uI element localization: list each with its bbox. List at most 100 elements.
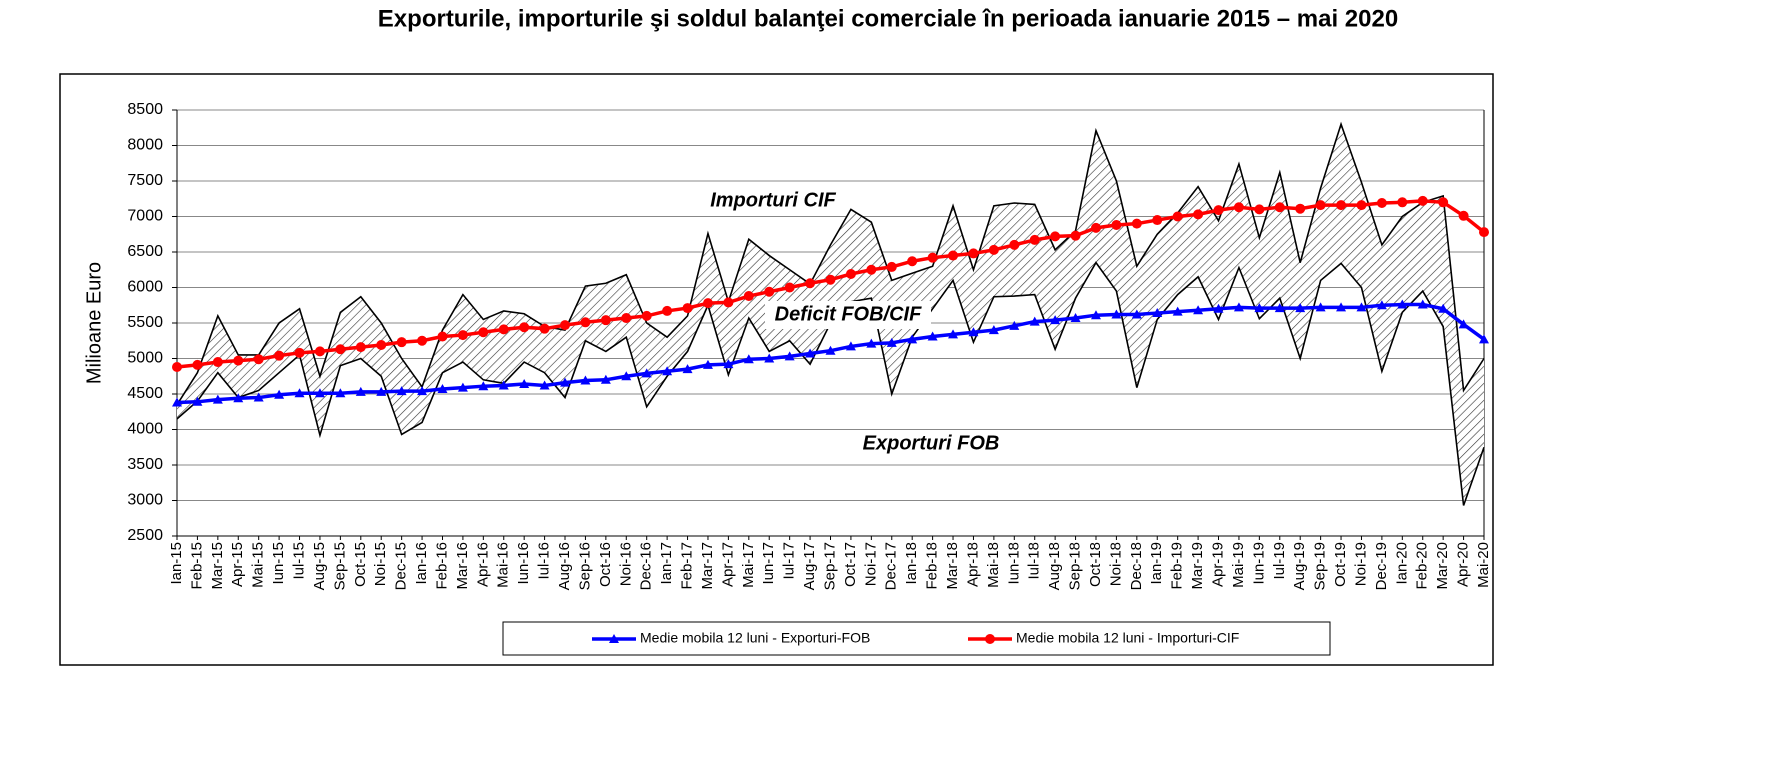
point xyxy=(1356,200,1367,211)
point xyxy=(784,282,795,293)
x-tick-label: Mai-19 xyxy=(1230,542,1247,588)
x-tick-label: Ian-20 xyxy=(1393,542,1410,585)
x-tick-label: Ian-18 xyxy=(903,542,920,585)
x-tick-label: Feb-16 xyxy=(433,542,450,590)
point xyxy=(805,278,816,289)
point xyxy=(192,359,203,370)
point xyxy=(437,384,448,394)
point xyxy=(702,298,713,309)
point xyxy=(743,354,754,364)
x-tick-label: Mai-15 xyxy=(250,542,267,588)
x-tick-label: Aug-18 xyxy=(1046,542,1063,590)
point xyxy=(457,382,468,392)
x-tick-label: Ian-15 xyxy=(168,542,185,585)
point xyxy=(580,317,591,328)
point xyxy=(1479,334,1489,344)
point xyxy=(539,323,550,334)
point xyxy=(192,396,203,406)
point xyxy=(743,291,754,302)
point xyxy=(1213,303,1224,313)
point xyxy=(1233,302,1244,312)
x-tick-label: Iul-18 xyxy=(1026,542,1043,580)
x-tick-label: Apr-17 xyxy=(719,542,736,587)
x-tick-label: Mar-16 xyxy=(454,542,471,590)
point xyxy=(948,329,959,339)
point xyxy=(396,386,407,396)
point xyxy=(519,379,530,389)
point xyxy=(702,359,713,369)
x-tick-label: Oct-17 xyxy=(842,542,859,587)
point xyxy=(253,392,264,402)
chart-frame xyxy=(59,73,1494,666)
point xyxy=(805,348,816,358)
point xyxy=(478,381,489,391)
point xyxy=(641,310,652,321)
point xyxy=(907,256,918,267)
x-tick-label: Mai-17 xyxy=(740,542,757,588)
point xyxy=(314,346,325,357)
point xyxy=(1172,306,1183,316)
point xyxy=(1479,227,1489,238)
x-tick-label: Oct-16 xyxy=(597,542,614,587)
point xyxy=(1070,313,1081,323)
point xyxy=(784,351,795,361)
x-tick-label: Aug-17 xyxy=(801,542,818,590)
point xyxy=(1090,310,1101,320)
x-tick-label: Iun-19 xyxy=(1250,542,1267,585)
point xyxy=(1193,305,1204,315)
annotation: Importuri CIF xyxy=(710,189,836,211)
x-tick-label: Dec-18 xyxy=(1128,542,1145,590)
x-tick-label: Dec-15 xyxy=(393,542,410,590)
x-tick-label: Iun-18 xyxy=(1005,542,1022,585)
point xyxy=(1131,218,1142,229)
x-tick-label: Mar-19 xyxy=(1189,542,1206,590)
point xyxy=(580,375,591,385)
x-tick-label: Ian-19 xyxy=(1148,542,1165,585)
x-tick-label: Apr-18 xyxy=(964,542,981,587)
point xyxy=(1152,215,1163,226)
point xyxy=(1111,309,1122,319)
y-tick-label: 8000 xyxy=(127,137,163,154)
point xyxy=(1090,222,1101,233)
point xyxy=(1274,303,1285,313)
point xyxy=(621,313,632,324)
point xyxy=(560,320,571,331)
x-tick-label: Apr-16 xyxy=(474,542,491,587)
y-tick-label: 6500 xyxy=(127,243,163,260)
x-tick-label: Aug-16 xyxy=(556,542,573,590)
x-tick-label: Iul-16 xyxy=(536,542,553,580)
point xyxy=(764,286,775,297)
point xyxy=(355,342,366,353)
x-tick-label: Oct-18 xyxy=(1087,542,1104,587)
point xyxy=(682,364,693,374)
point xyxy=(1009,320,1020,330)
x-tick-label: Mar-20 xyxy=(1434,542,1451,590)
point xyxy=(1458,210,1469,221)
point xyxy=(1295,203,1306,214)
x-tick-label: Mai-20 xyxy=(1475,542,1492,588)
point xyxy=(294,347,305,358)
point xyxy=(1417,195,1428,206)
point xyxy=(1213,205,1224,216)
point xyxy=(1458,319,1469,329)
point xyxy=(723,359,734,369)
x-tick-label: Noi-19 xyxy=(1352,542,1369,586)
x-tick-label: Aug-15 xyxy=(311,542,328,590)
point xyxy=(1438,303,1449,313)
point xyxy=(1070,230,1081,241)
point xyxy=(172,397,182,407)
point xyxy=(1356,302,1367,312)
x-tick-label: Ian-16 xyxy=(413,542,430,585)
x-tick-label: Sep-16 xyxy=(576,542,593,590)
x-tick-label: Iul-17 xyxy=(781,542,798,580)
y-tick-label: 3000 xyxy=(127,492,163,509)
point xyxy=(1009,239,1020,250)
point xyxy=(662,305,673,316)
point xyxy=(274,389,285,399)
point xyxy=(927,252,938,263)
annotation-bg xyxy=(765,301,931,329)
point xyxy=(764,353,775,363)
x-tick-label: Iul-15 xyxy=(291,542,308,580)
point xyxy=(1172,211,1183,222)
